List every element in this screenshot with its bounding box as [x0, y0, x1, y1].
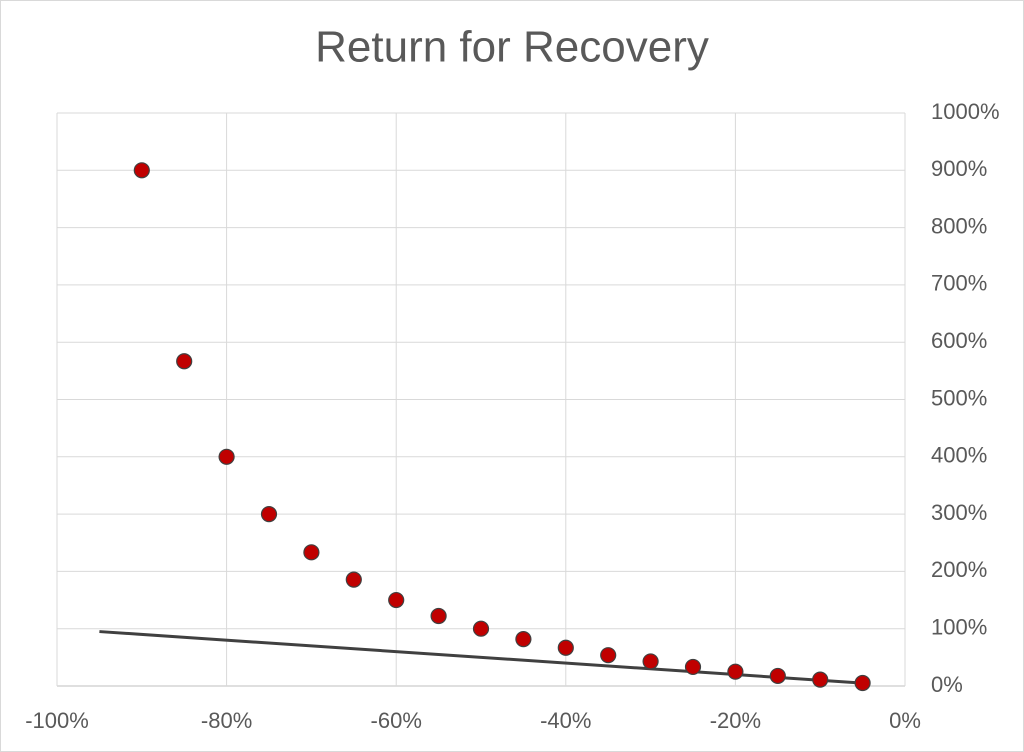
scatter-point	[642, 653, 659, 670]
scatter-point	[133, 162, 150, 179]
scatter-point	[430, 607, 447, 625]
scatter-point	[472, 620, 490, 637]
y-tick-label: 500%	[931, 385, 987, 410]
y-tick-label: 800%	[931, 213, 987, 238]
scatter-point	[345, 571, 362, 588]
y-tick-label: 300%	[931, 500, 987, 525]
scatter-point	[260, 505, 278, 523]
scatter-point	[684, 658, 702, 676]
scatter-point	[303, 544, 320, 561]
scatter-point	[854, 674, 871, 692]
chart-title: Return for Recovery	[315, 23, 709, 72]
y-tick-label: 1000%	[931, 99, 1000, 124]
scatter-point	[727, 663, 744, 680]
scatter-point	[515, 631, 532, 648]
y-tick-label: 700%	[931, 271, 987, 296]
y-tick-label: 0%	[931, 672, 963, 697]
x-tick-label: -40%	[540, 708, 591, 733]
x-tick-label: -20%	[710, 708, 761, 733]
scatter-point	[600, 647, 617, 664]
scatter-point	[218, 448, 235, 465]
scatter-point	[176, 353, 193, 370]
y-tick-label: 200%	[931, 557, 987, 582]
x-tick-label: -80%	[201, 708, 252, 733]
scatter-point	[388, 591, 405, 609]
y-tick-label: 400%	[931, 443, 987, 468]
x-tick-label: -100%	[25, 708, 89, 733]
scatter-point	[812, 671, 829, 688]
y-tick-label: 600%	[931, 328, 987, 353]
x-tick-label: -60%	[371, 708, 422, 733]
x-tick-label: 0%	[889, 708, 921, 733]
scatter-point	[557, 639, 574, 656]
scatter-point	[769, 667, 786, 685]
y-tick-label: 100%	[931, 615, 987, 640]
y-tick-label: 900%	[931, 156, 987, 181]
